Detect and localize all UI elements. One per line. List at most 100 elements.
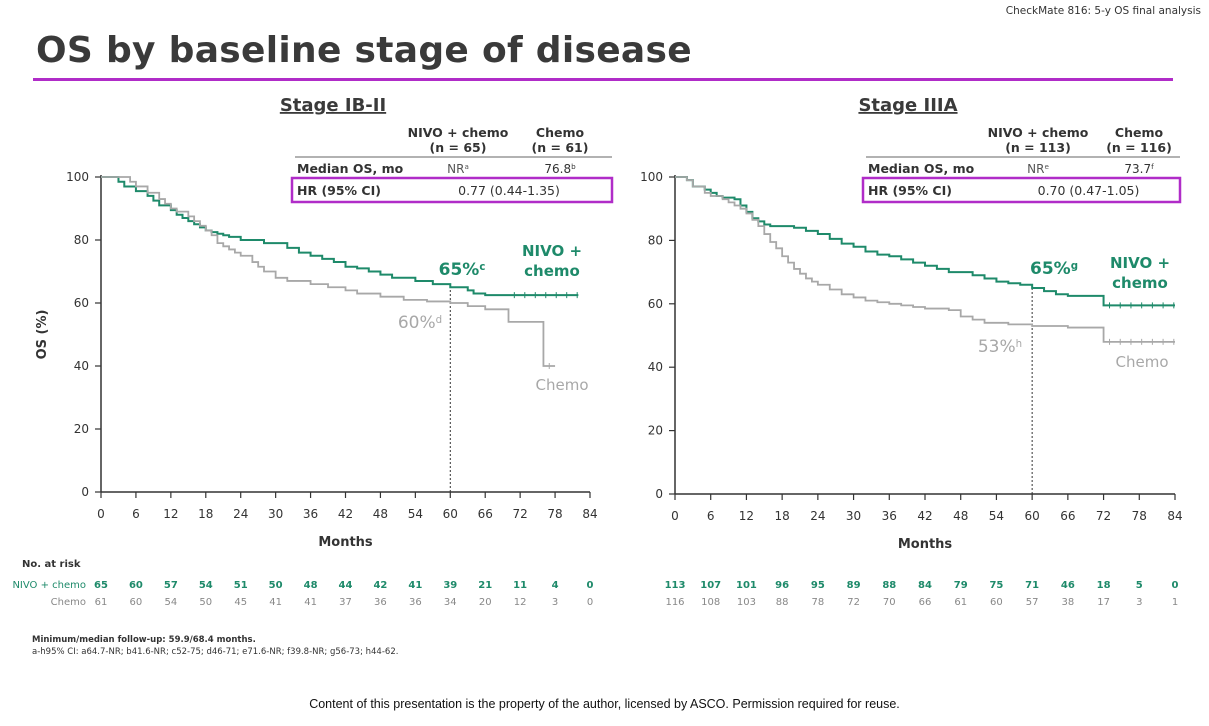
risk-count: 50 bbox=[199, 597, 212, 608]
nivo-curve-label: chemo bbox=[524, 262, 580, 280]
chemo-curve-label: Chemo bbox=[1116, 353, 1169, 371]
y-tick-label: 80 bbox=[648, 233, 663, 247]
risk-count: 48 bbox=[304, 580, 318, 591]
risk-count: 65 bbox=[94, 580, 108, 591]
risk-count: 11 bbox=[513, 580, 527, 591]
table-header-chemo: Chemo bbox=[536, 125, 585, 140]
risk-count: 37 bbox=[339, 597, 352, 608]
y-tick-label: 40 bbox=[74, 359, 89, 373]
table-header-nivo: NIVO + chemo bbox=[988, 125, 1089, 140]
x-tick-label: 72 bbox=[513, 507, 528, 521]
risk-count: 84 bbox=[918, 580, 932, 591]
median-os-chemo: 76.8b bbox=[544, 162, 576, 177]
x-tick-label: 84 bbox=[1167, 509, 1182, 523]
table-header-nivo-n: (n = 113) bbox=[1005, 140, 1071, 155]
risk-count: 41 bbox=[408, 580, 422, 591]
x-tick-label: 72 bbox=[1096, 509, 1111, 523]
median-os-chemo: 73.7f bbox=[1124, 162, 1154, 177]
x-tick-label: 42 bbox=[917, 509, 932, 523]
x-tick-label: 66 bbox=[1060, 509, 1075, 523]
risk-count: 108 bbox=[701, 597, 720, 608]
risk-count: 39 bbox=[443, 580, 457, 591]
risk-count: 95 bbox=[811, 580, 825, 591]
hr-value: 0.70 (0.47-1.05) bbox=[1038, 183, 1140, 198]
x-tick-label: 6 bbox=[707, 509, 715, 523]
risk-count: 41 bbox=[304, 597, 317, 608]
risk-count: 70 bbox=[883, 597, 896, 608]
risk-count: 51 bbox=[234, 580, 248, 591]
risk-count: 36 bbox=[409, 597, 422, 608]
panel-title: Stage IB-II bbox=[280, 95, 386, 116]
y-tick-label: 20 bbox=[648, 424, 663, 438]
risk-count: 0 bbox=[1172, 580, 1179, 591]
followup-note: Minimum/median follow-up: 59.9/68.4 mont… bbox=[32, 635, 256, 645]
chemo-curve bbox=[101, 176, 556, 367]
risk-count: 46 bbox=[1061, 580, 1075, 591]
x-tick-label: 48 bbox=[373, 507, 388, 521]
hr-highlight-box bbox=[861, 176, 1182, 204]
median-os-nivo: NRa bbox=[447, 162, 469, 177]
x-tick-label: 24 bbox=[233, 507, 248, 521]
x-tick-label: 0 bbox=[671, 509, 679, 523]
median-os-label: Median OS, mo bbox=[297, 161, 404, 176]
footnotes: Minimum/median follow-up: 59.9/68.4 mont… bbox=[32, 634, 398, 658]
x-tick-label: 60 bbox=[443, 507, 458, 521]
risk-count: 88 bbox=[882, 580, 896, 591]
risk-count: 60 bbox=[129, 580, 143, 591]
hr-highlight-box bbox=[290, 176, 614, 204]
risk-count: 41 bbox=[269, 597, 282, 608]
risk-count: 0 bbox=[587, 597, 593, 608]
risk-count: 60 bbox=[130, 597, 143, 608]
risk-count: 61 bbox=[95, 597, 108, 608]
risk-count: 71 bbox=[1025, 580, 1039, 591]
risk-count: 17 bbox=[1097, 597, 1110, 608]
chemo-curve bbox=[675, 176, 1175, 343]
header-tag: CheckMate 816: 5-y OS final analysis bbox=[1005, 5, 1201, 17]
x-tick-label: 54 bbox=[408, 507, 423, 521]
median-os-label: Median OS, mo bbox=[868, 161, 975, 176]
x-tick-label: 60 bbox=[1025, 509, 1040, 523]
nivo-curve-label: NIVO + bbox=[1110, 254, 1170, 272]
risk-count: 3 bbox=[552, 597, 558, 608]
x-tick-label: 30 bbox=[268, 507, 283, 521]
risk-count: 89 bbox=[847, 580, 861, 591]
x-tick-label: 66 bbox=[478, 507, 493, 521]
risk-count: 103 bbox=[737, 597, 756, 608]
x-tick-label: 84 bbox=[582, 507, 597, 521]
panel-title: Stage IIIA bbox=[858, 95, 957, 116]
title-divider bbox=[33, 78, 1173, 81]
x-tick-label: 24 bbox=[810, 509, 825, 523]
x-axis-label: Months bbox=[898, 537, 953, 552]
hr-label: HR (95% CI) bbox=[868, 183, 952, 198]
y-tick-label: 60 bbox=[648, 297, 663, 311]
nivo-chemo-curve bbox=[101, 176, 579, 297]
risk-count: 116 bbox=[665, 597, 684, 608]
risk-count: 107 bbox=[700, 580, 721, 591]
hr-value: 0.77 (0.44-1.35) bbox=[458, 183, 560, 198]
risk-count: 4 bbox=[552, 580, 559, 591]
table-header-chemo: Chemo bbox=[1115, 125, 1164, 140]
copyright-notice: Content of this presentation is the prop… bbox=[309, 697, 900, 711]
nivo-chemo-curve bbox=[675, 176, 1175, 307]
x-axis-label: Months bbox=[318, 535, 373, 550]
hr-label: HR (95% CI) bbox=[297, 183, 381, 198]
y-tick-label: 80 bbox=[74, 233, 89, 247]
risk-count: 5 bbox=[1136, 580, 1143, 591]
y-tick-label: 20 bbox=[74, 422, 89, 436]
nivo-curve-label: NIVO + bbox=[522, 242, 582, 260]
risk-count: 88 bbox=[776, 597, 789, 608]
risk-count: 60 bbox=[990, 597, 1003, 608]
risk-count: 78 bbox=[811, 597, 824, 608]
risk-count: 61 bbox=[954, 597, 967, 608]
median-os-nivo: NRe bbox=[1027, 162, 1049, 177]
risk-count: 0 bbox=[587, 580, 594, 591]
chemo-curve-label: Chemo bbox=[536, 376, 589, 394]
nivo-curve-label: chemo bbox=[1112, 274, 1168, 292]
y-tick-label: 0 bbox=[655, 487, 663, 501]
risk-count: 101 bbox=[736, 580, 757, 591]
slide-title: OS by baseline stage of disease bbox=[36, 30, 692, 71]
risk-count: 44 bbox=[339, 580, 353, 591]
table-header-chemo-n: (n = 116) bbox=[1106, 140, 1172, 155]
